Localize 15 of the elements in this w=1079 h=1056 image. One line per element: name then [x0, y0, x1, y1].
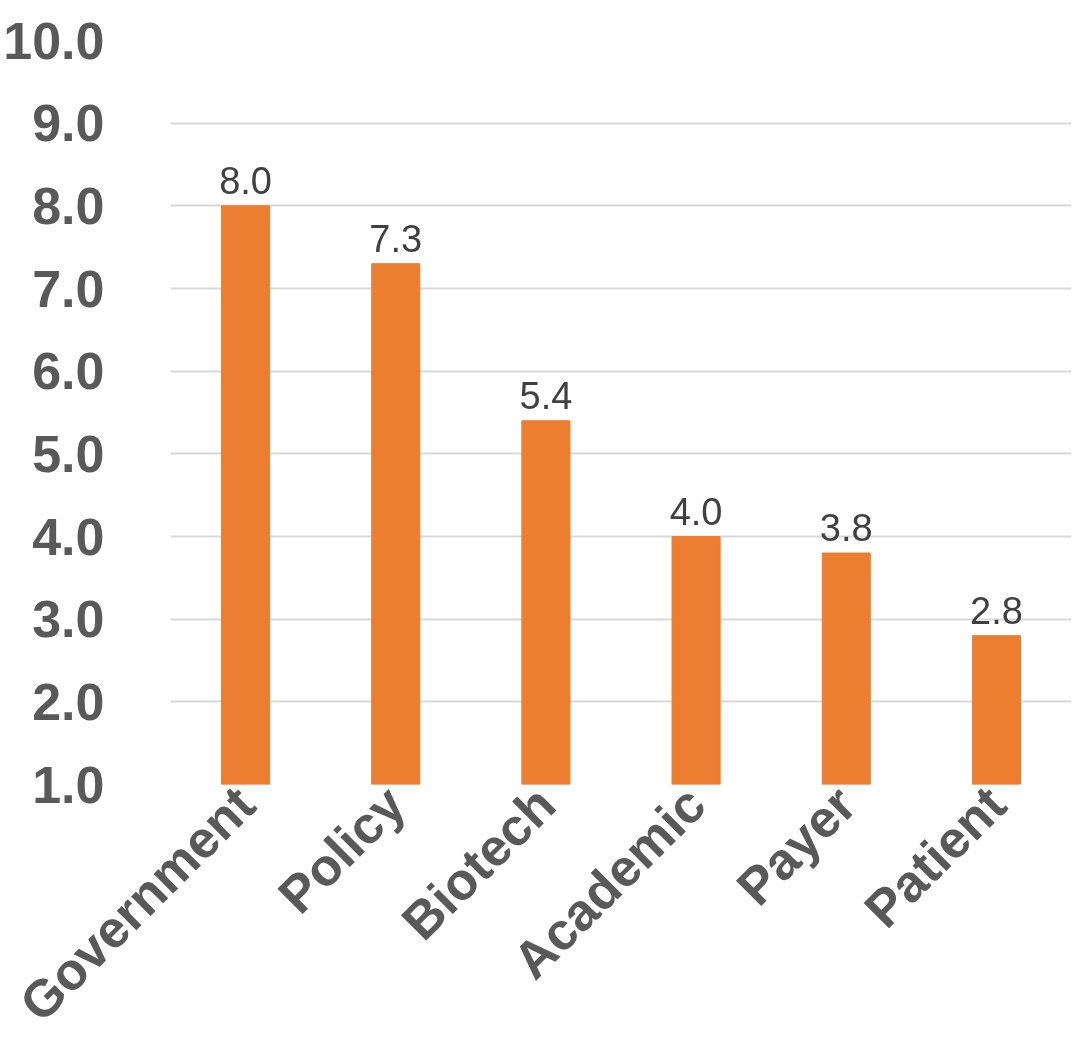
y-tick-label: 3.0: [32, 590, 105, 649]
data-label: 7.3: [369, 217, 423, 260]
data-label: 3.8: [819, 507, 873, 550]
y-tick-label: 7.0: [32, 259, 105, 318]
y-tick-label: 10.0: [3, 11, 105, 70]
data-label: 5.4: [519, 374, 573, 417]
y-tick-label: 4.0: [32, 507, 105, 566]
y-tick-label: 8.0: [32, 176, 105, 235]
data-label: 2.8: [970, 589, 1023, 632]
y-tick-label: 6.0: [32, 342, 105, 401]
y-tick-label: 9.0: [32, 94, 105, 153]
data-label: 4.0: [669, 490, 723, 533]
data-label: 8.0: [219, 159, 272, 202]
y-tick-label: 5.0: [32, 424, 105, 483]
y-tick-label: 2.0: [32, 672, 105, 731]
